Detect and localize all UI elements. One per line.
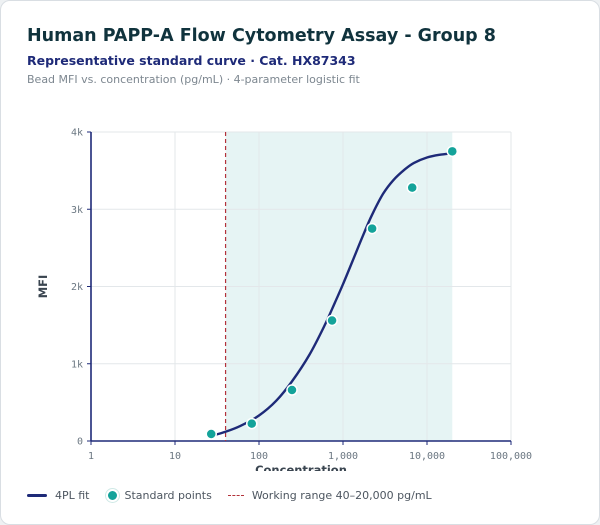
standard-point bbox=[326, 314, 338, 327]
y-tick-label: 3k bbox=[71, 205, 83, 216]
chart-title: Human PAPP-A Flow Cytometry Assay - Grou… bbox=[27, 26, 496, 46]
chart-subtitle: Representative standard curve · Cat. HX8… bbox=[27, 53, 356, 68]
x-tick-label: 1 bbox=[88, 451, 94, 462]
dashed-line-swatch bbox=[227, 495, 244, 496]
fit-curve-line bbox=[210, 152, 454, 438]
standard-point bbox=[406, 181, 418, 194]
y-tick-label: 2k bbox=[71, 282, 83, 293]
point-swatch bbox=[105, 489, 119, 502]
standard-point bbox=[446, 145, 459, 158]
standard-point bbox=[286, 384, 298, 396]
x-tick-label: 100 bbox=[250, 451, 268, 462]
standard-point bbox=[205, 428, 217, 440]
standard-point bbox=[246, 417, 258, 430]
fit-line-swatch bbox=[27, 494, 47, 497]
legend-range-label: Working range 40–20,000 pg/mL bbox=[251, 489, 432, 502]
legend: 4PL fit Standard points Working range 40… bbox=[27, 489, 448, 502]
x-tick-label: 1,000 bbox=[328, 451, 358, 462]
x-tick-label: 100,000 bbox=[490, 451, 532, 462]
legend-item-range: Working range 40–20,000 pg/mL bbox=[227, 489, 432, 502]
y-tick-label: 0 bbox=[77, 437, 83, 448]
legend-item-fit: 4PL fit bbox=[27, 489, 90, 502]
standard-curve-plot: 1 10 100 1,000 10,000 100,000 0 1k 2k 3k 4k Concent… bbox=[36, 128, 532, 472]
standard-point bbox=[366, 222, 378, 235]
chart-note: Bead MFI vs. concentration (pg/mL) · 4-p… bbox=[27, 73, 360, 86]
y-tick-label: 4k bbox=[71, 128, 83, 139]
y-axis-label: MFI bbox=[36, 275, 50, 299]
x-tick-label: 10 bbox=[169, 451, 181, 462]
legend-fit-label: 4PL fit bbox=[55, 489, 90, 502]
legend-points-label: Standard points bbox=[124, 489, 212, 502]
x-axis-label: Concentration bbox=[255, 463, 347, 471]
x-tick-label: 10,000 bbox=[409, 451, 445, 462]
legend-item-points: Standard points bbox=[105, 489, 212, 502]
y-tick-label: 1k bbox=[71, 359, 83, 370]
